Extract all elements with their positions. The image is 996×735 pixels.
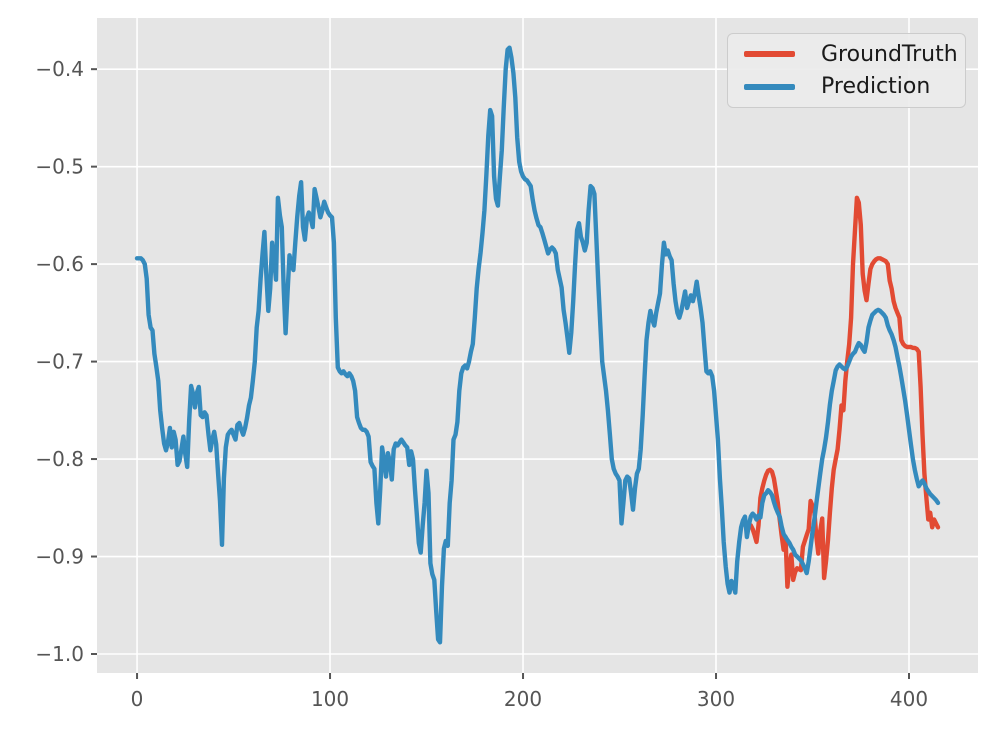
x-tick-label: 100 xyxy=(311,687,349,711)
y-tick-label: −0.5 xyxy=(35,155,84,179)
y-tick-label: −0.8 xyxy=(35,447,84,471)
y-tick-label: −0.6 xyxy=(35,252,84,276)
legend-line-groundtruth-icon xyxy=(744,51,795,58)
x-tick-label: 0 xyxy=(131,687,144,711)
y-tick-label: −0.9 xyxy=(35,545,84,569)
legend-entry-groundtruth: GroundTruth xyxy=(738,38,958,71)
axes-background xyxy=(97,18,978,673)
x-tick-label: 300 xyxy=(697,687,735,711)
x-tick-label: 200 xyxy=(504,687,542,711)
y-tick-label: −0.4 xyxy=(35,57,84,81)
series-line-prediction xyxy=(134,45,941,645)
legend-label-prediction: Prediction xyxy=(821,74,931,100)
legend-line-prediction-icon xyxy=(744,83,795,90)
y-tick-label: −0.7 xyxy=(35,350,84,374)
y-tick-label: −1.0 xyxy=(35,642,84,666)
x-tick-label: 400 xyxy=(890,687,928,711)
legend: GroundTruth Prediction xyxy=(727,33,966,108)
series-line-groundtruth xyxy=(748,195,941,589)
legend-entry-prediction: Prediction xyxy=(738,71,955,104)
legend-label-groundtruth: GroundTruth xyxy=(821,41,958,67)
